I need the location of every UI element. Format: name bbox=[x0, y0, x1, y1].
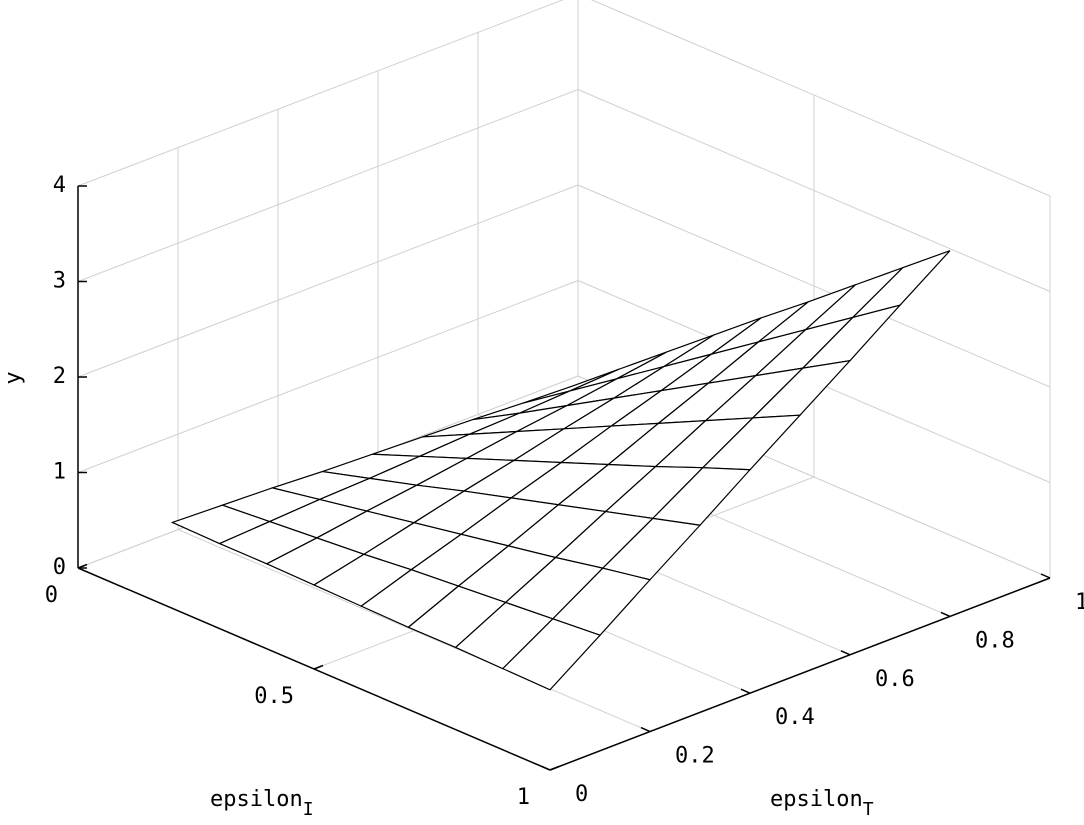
y-tick-label: 0.4 bbox=[775, 705, 815, 730]
y-tick-label: 0 bbox=[575, 782, 588, 807]
y-tick bbox=[540, 765, 551, 771]
y-tick bbox=[640, 726, 651, 733]
x-tick-label: 0 bbox=[45, 583, 58, 608]
y-tick-label: 0.6 bbox=[875, 667, 915, 692]
z-axis-label: y bbox=[1, 371, 26, 384]
y-tick bbox=[940, 611, 951, 618]
y-tick bbox=[1040, 573, 1051, 579]
grid-line bbox=[77, 280, 579, 473]
grid-line bbox=[77, 0, 564, 187]
z-tick-label: 1 bbox=[53, 460, 66, 485]
x-axis-label: epsilonI bbox=[210, 787, 314, 820]
y-axis-label-sub: T bbox=[863, 799, 874, 820]
grid-line bbox=[77, 184, 579, 378]
y-axis-label: epsilonT bbox=[770, 787, 874, 820]
grid-line bbox=[577, 89, 1051, 292]
y-tick-label: 1 bbox=[1075, 590, 1084, 615]
grid-line bbox=[590, 0, 1051, 197]
y-tick bbox=[840, 650, 851, 656]
grid-line bbox=[577, 184, 1051, 388]
y-tick-label: 0.8 bbox=[975, 628, 1015, 653]
x-tick bbox=[313, 664, 324, 670]
y-tick-label: 0.2 bbox=[675, 744, 715, 769]
grid-line bbox=[177, 529, 651, 733]
y-tick bbox=[740, 688, 751, 694]
y-axis-label-main: epsilon bbox=[770, 787, 863, 812]
x-axis-label-sub: I bbox=[303, 799, 314, 820]
x-tick bbox=[549, 765, 560, 771]
x-tick bbox=[77, 563, 88, 569]
grid-line bbox=[77, 89, 579, 282]
z-tick-label: 4 bbox=[53, 173, 66, 198]
surface-cell bbox=[501, 618, 602, 691]
z-tick-label: 2 bbox=[53, 364, 66, 389]
z-tick-label: 0 bbox=[53, 555, 66, 580]
x-tick-label: 1 bbox=[517, 785, 530, 810]
x-tick-label: 0.5 bbox=[254, 684, 294, 709]
z-tick-label: 3 bbox=[53, 269, 66, 294]
x-axis-label-main: epsilon bbox=[210, 787, 303, 812]
y-axis bbox=[549, 577, 1051, 771]
